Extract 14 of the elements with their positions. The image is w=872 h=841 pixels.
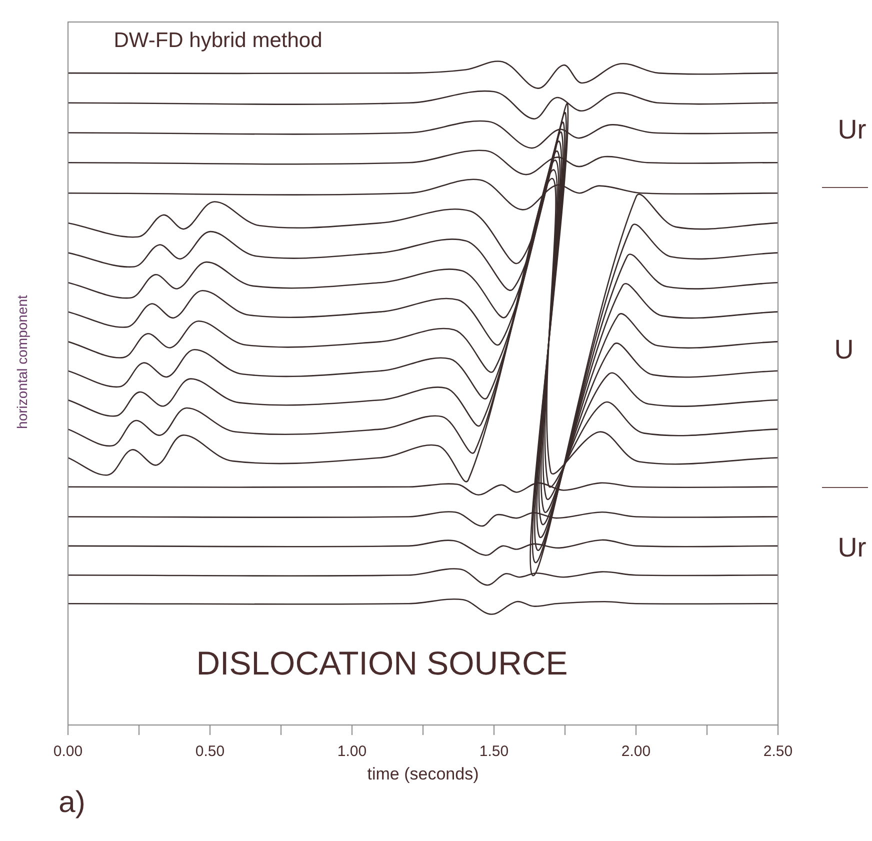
y-axis-title: horizontal component — [14, 295, 30, 429]
text: U — [834, 334, 854, 364]
annotation: DISLOCATION SOURCE — [196, 644, 568, 682]
text: Ur — [838, 532, 866, 562]
text: Ur — [838, 114, 866, 144]
x-tick-label: 0.00 — [53, 743, 83, 760]
x-tick-label: 1.50 — [479, 743, 509, 760]
x-axis-title: time (seconds) — [367, 764, 479, 784]
x-tick-label: 2.00 — [621, 743, 651, 760]
text: a) — [58, 786, 86, 819]
x-tick-label: 2.50 — [763, 743, 793, 760]
x-tick-label: 0.50 — [195, 743, 225, 760]
x-tick-label: 1.00 — [337, 743, 367, 760]
chart-title: DW-FD hybrid method — [114, 29, 322, 52]
